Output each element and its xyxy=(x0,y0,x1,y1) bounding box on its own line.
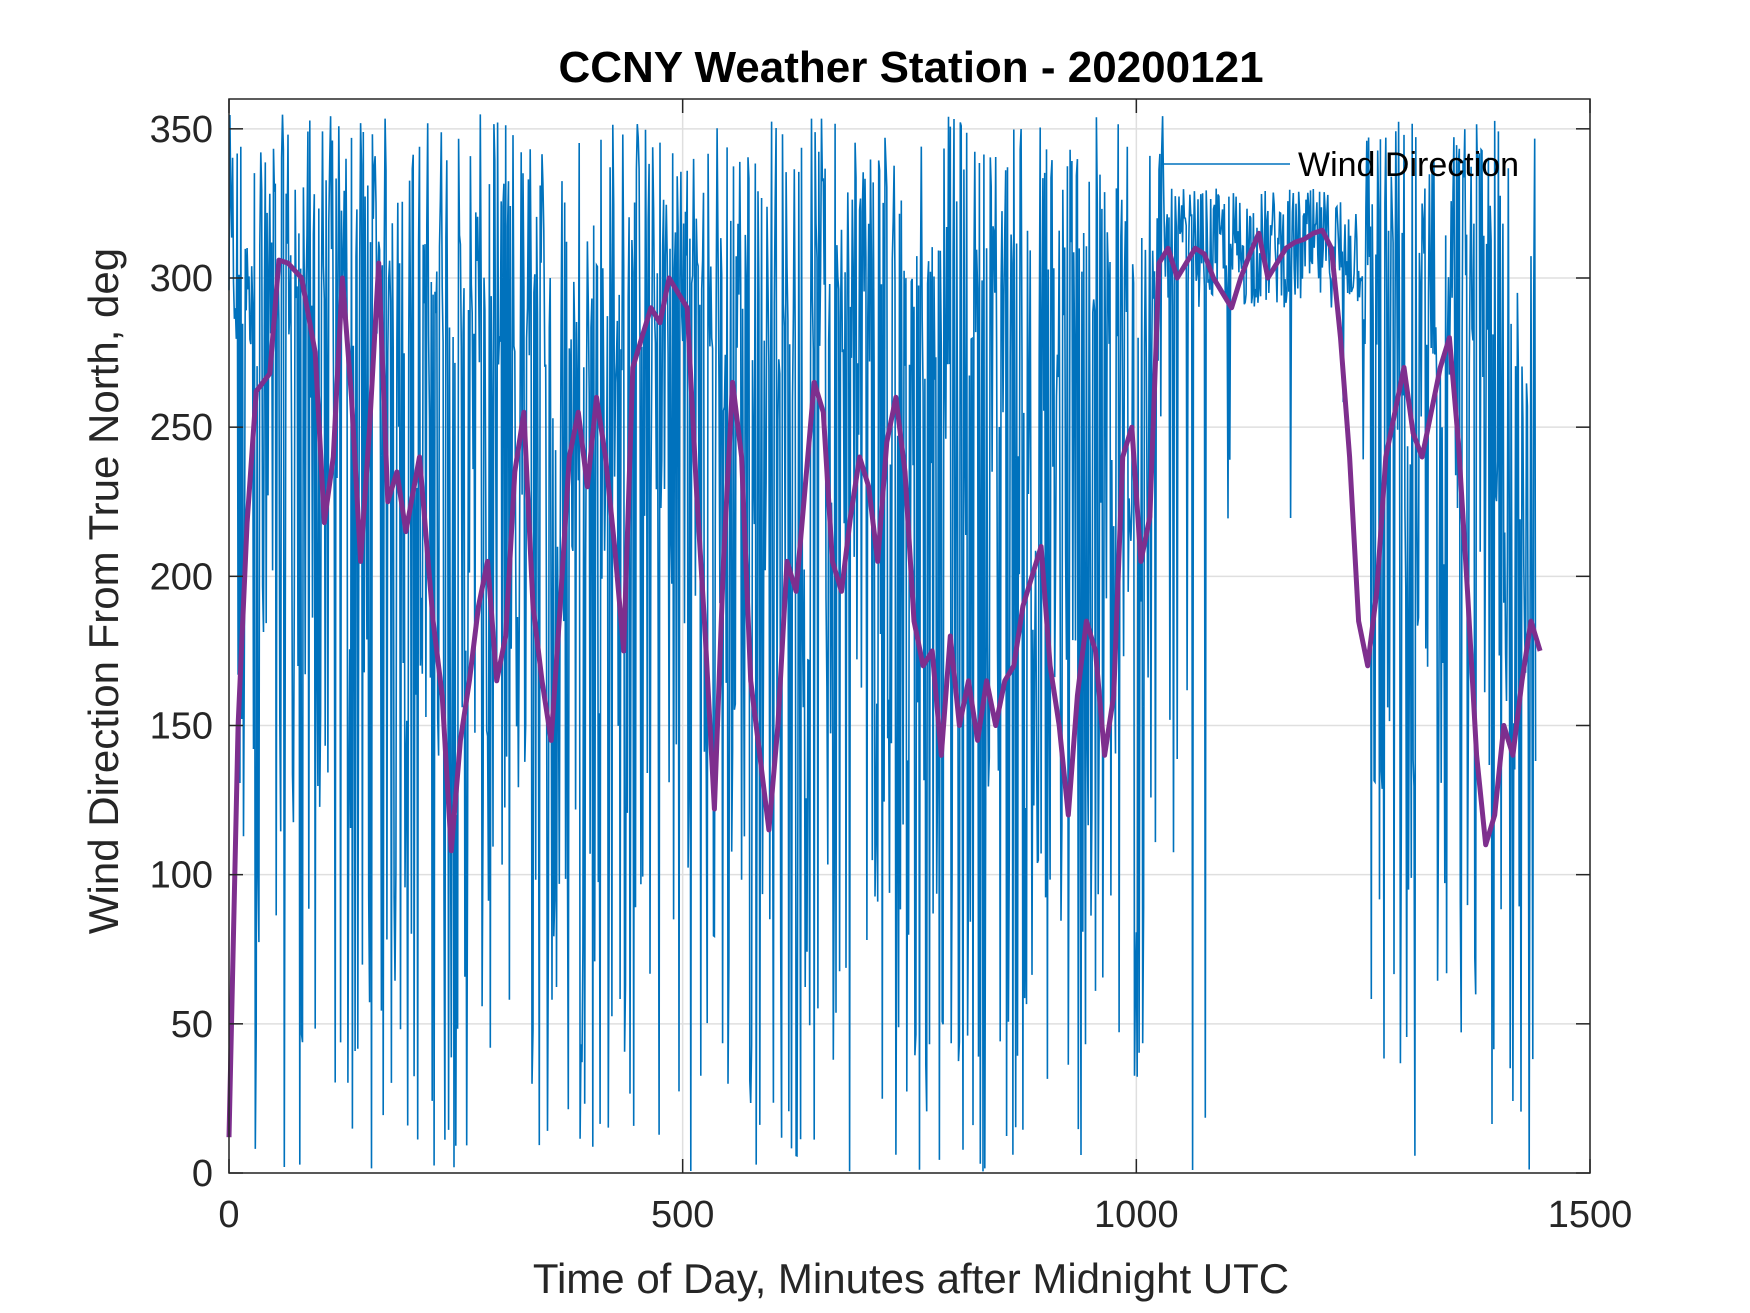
x-tick-label: 1000 xyxy=(1094,1194,1179,1236)
tick-marks xyxy=(228,99,1591,1174)
smoothed-series-group xyxy=(226,227,1543,1138)
legend-label-wind-direction: Wind Direction xyxy=(1298,146,1519,184)
y-tick-label: 300 xyxy=(150,258,213,300)
x-tick-label: 1500 xyxy=(1548,1194,1633,1236)
axes-box xyxy=(228,98,1591,1174)
series-line-wind-direction xyxy=(228,114,1537,1172)
y-tick-label: 50 xyxy=(171,1004,213,1046)
series-line-smoothed xyxy=(226,227,1543,1138)
x-tick-label: 0 xyxy=(218,1194,239,1236)
legend: Wind Direction xyxy=(1164,146,1519,184)
raw-series-group xyxy=(228,114,1537,1172)
y-tick-label: 100 xyxy=(150,855,213,897)
y-tick-labels: 0 50 100 150 200 250 300 350 xyxy=(150,109,213,1195)
x-tick-labels: 0 500 1000 1500 xyxy=(218,1194,1632,1236)
chart-title: CCNY Weather Station - 20200121 xyxy=(558,43,1263,92)
x-axis-label: Time of Day, Minutes after Midnight UTC xyxy=(533,1255,1289,1302)
y-tick-label: 350 xyxy=(150,109,213,151)
y-axis-label: Wind Direction From True North, deg xyxy=(80,248,127,934)
y-tick-label: 250 xyxy=(150,407,213,449)
y-tick-label: 200 xyxy=(150,556,213,598)
x-tick-label: 500 xyxy=(651,1194,714,1236)
y-tick-label: 150 xyxy=(150,706,213,748)
y-tick-label: 0 xyxy=(192,1153,213,1195)
